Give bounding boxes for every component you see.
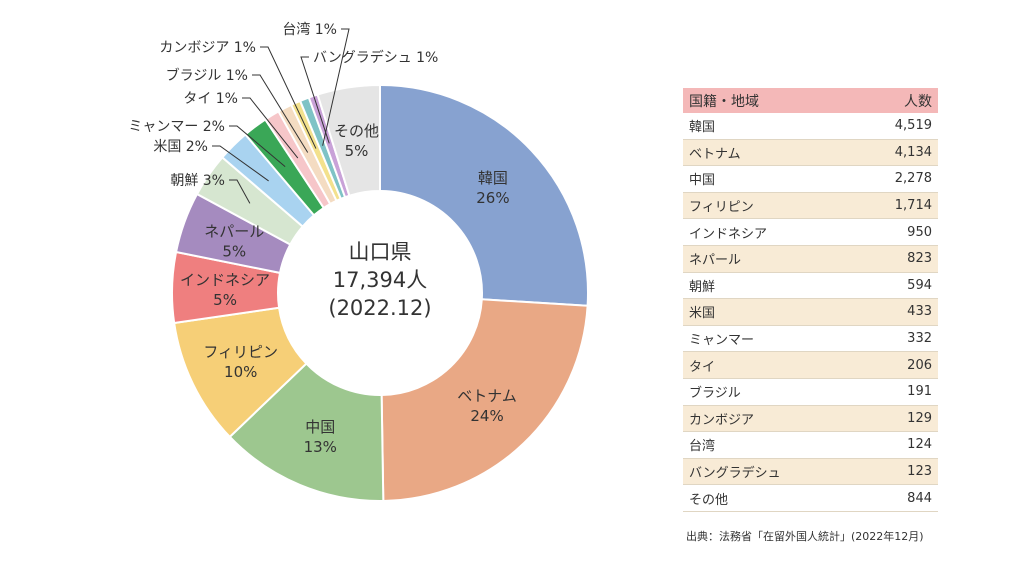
slice-pct-label: 5% <box>345 142 369 160</box>
table-row: インドネシア 950 <box>683 218 938 246</box>
slice-name-label: フィリピン <box>203 343 278 361</box>
leader-line <box>242 97 299 159</box>
cell-count: 124 <box>855 431 938 459</box>
slice-name-label: ネパール <box>204 222 264 240</box>
table-row: 米国 433 <box>683 298 938 326</box>
table-row: その他 844 <box>683 484 938 512</box>
cell-nationality: タイ <box>683 351 856 379</box>
leader-line <box>260 46 317 149</box>
header-nationality: 国籍・地域 <box>683 88 856 113</box>
slice-outside-label: 台湾 1% <box>282 21 337 38</box>
cell-nationality: ブラジル <box>683 378 856 406</box>
leader-line <box>252 74 309 153</box>
table-header-row: 国籍・地域 人数 <box>683 88 938 113</box>
cell-nationality: 韓国 <box>683 113 856 140</box>
cell-count: 594 <box>855 272 938 300</box>
slice-outside-label: 米国 2% <box>153 139 208 155</box>
slice-name-label: その他 <box>334 122 379 140</box>
donut-center-label: 山口県 17,394人 (2022.12) <box>290 238 470 322</box>
slice-outside-label: 朝鮮 3% <box>170 173 225 189</box>
table-row: ネパール 823 <box>683 245 938 273</box>
slice-name-label: 韓国 <box>478 169 508 187</box>
center-prefecture: 山口県 <box>348 240 412 264</box>
donut-chart: 韓国 26% ベトナム 24% 中国 13% フィリピン 10% インドネシア 5% ネパール 5% そ… <box>128 21 589 502</box>
slice-outside-label: ミャンマー 2% <box>128 119 225 135</box>
donut-slice <box>228 362 385 502</box>
slice-name-label: 中国 <box>305 418 335 436</box>
leader-line <box>322 28 350 146</box>
leader-line <box>229 125 286 168</box>
source-note: 出典：法務省「在留外国人統計」(2022年12月) <box>686 530 924 543</box>
slice-outside-label: ブラジル 1% <box>166 67 248 84</box>
cell-count: 129 <box>855 405 938 433</box>
slice-pct-label: 13% <box>304 438 337 456</box>
leader-line <box>300 56 330 144</box>
cell-count: 2,278 <box>855 165 938 193</box>
cell-count: 4,519 <box>855 113 938 140</box>
slice-name-label: インドネシア <box>180 271 270 289</box>
cell-count: 206 <box>855 351 938 379</box>
table-row: カンボジア 129 <box>683 405 938 433</box>
center-total: 17,394人 <box>332 268 428 292</box>
cell-count: 191 <box>855 378 938 406</box>
cell-count: 823 <box>855 245 938 273</box>
cell-nationality: 台湾 <box>683 431 856 459</box>
table-row: タイ 206 <box>683 351 938 379</box>
donut-slice <box>379 83 589 307</box>
table-row: バングラデシュ 123 <box>683 458 938 486</box>
table-row: 朝鮮 594 <box>683 272 938 300</box>
slice-outside-label: タイ 1% <box>183 91 238 107</box>
slice-pct-label: 5% <box>222 242 246 260</box>
center-date: (2022.12) <box>328 296 432 320</box>
cell-nationality: バングラデシュ <box>683 458 856 486</box>
cell-nationality: ミャンマー <box>683 325 856 353</box>
cell-nationality: 朝鮮 <box>683 272 856 300</box>
table-row: 台湾 124 <box>683 431 938 459</box>
leader-line <box>229 179 251 204</box>
cell-nationality: 米国 <box>683 298 856 326</box>
cell-nationality: インドネシア <box>683 218 856 246</box>
slice-pct-label: 26% <box>476 189 509 207</box>
table-row: 中国 2,278 <box>683 165 938 193</box>
cell-count: 4,134 <box>855 139 938 167</box>
population-table: 国籍・地域 人数 韓国 4,519 ベトナム 4,134 中国 2,278 フィリピン 1,7… <box>683 88 938 512</box>
cell-nationality: 中国 <box>683 165 856 193</box>
cell-nationality: ベトナム <box>683 139 856 167</box>
table-row: フィリピン 1,714 <box>683 192 938 220</box>
cell-nationality: カンボジア <box>683 405 856 433</box>
table-row: ミャンマー 332 <box>683 325 938 353</box>
table-row: ブラジル 191 <box>683 378 938 406</box>
cell-nationality: その他 <box>683 484 856 512</box>
cell-count: 1,714 <box>855 192 938 220</box>
leader-line <box>212 145 269 182</box>
cell-count: 123 <box>855 458 938 486</box>
table-row: ベトナム 4,134 <box>683 139 938 167</box>
cell-count: 433 <box>855 298 938 326</box>
cell-nationality: フィリピン <box>683 192 856 220</box>
slice-outside-label: バングラデシュ 1% <box>313 49 438 66</box>
slice-outside-label: カンボジア 1% <box>159 40 256 56</box>
cell-count: 844 <box>855 484 938 512</box>
slice-pct-label: 10% <box>224 363 257 381</box>
cell-count: 332 <box>855 325 938 353</box>
slice-pct-label: 5% <box>213 291 237 309</box>
table-row: 韓国 4,519 <box>683 113 938 140</box>
header-count: 人数 <box>855 88 938 113</box>
slice-name-label: ベトナム <box>457 387 517 405</box>
donut-slice <box>380 298 589 502</box>
donut-slice <box>316 83 381 197</box>
cell-nationality: ネパール <box>683 245 856 273</box>
cell-count: 950 <box>855 218 938 246</box>
slice-pct-label: 24% <box>470 407 503 425</box>
